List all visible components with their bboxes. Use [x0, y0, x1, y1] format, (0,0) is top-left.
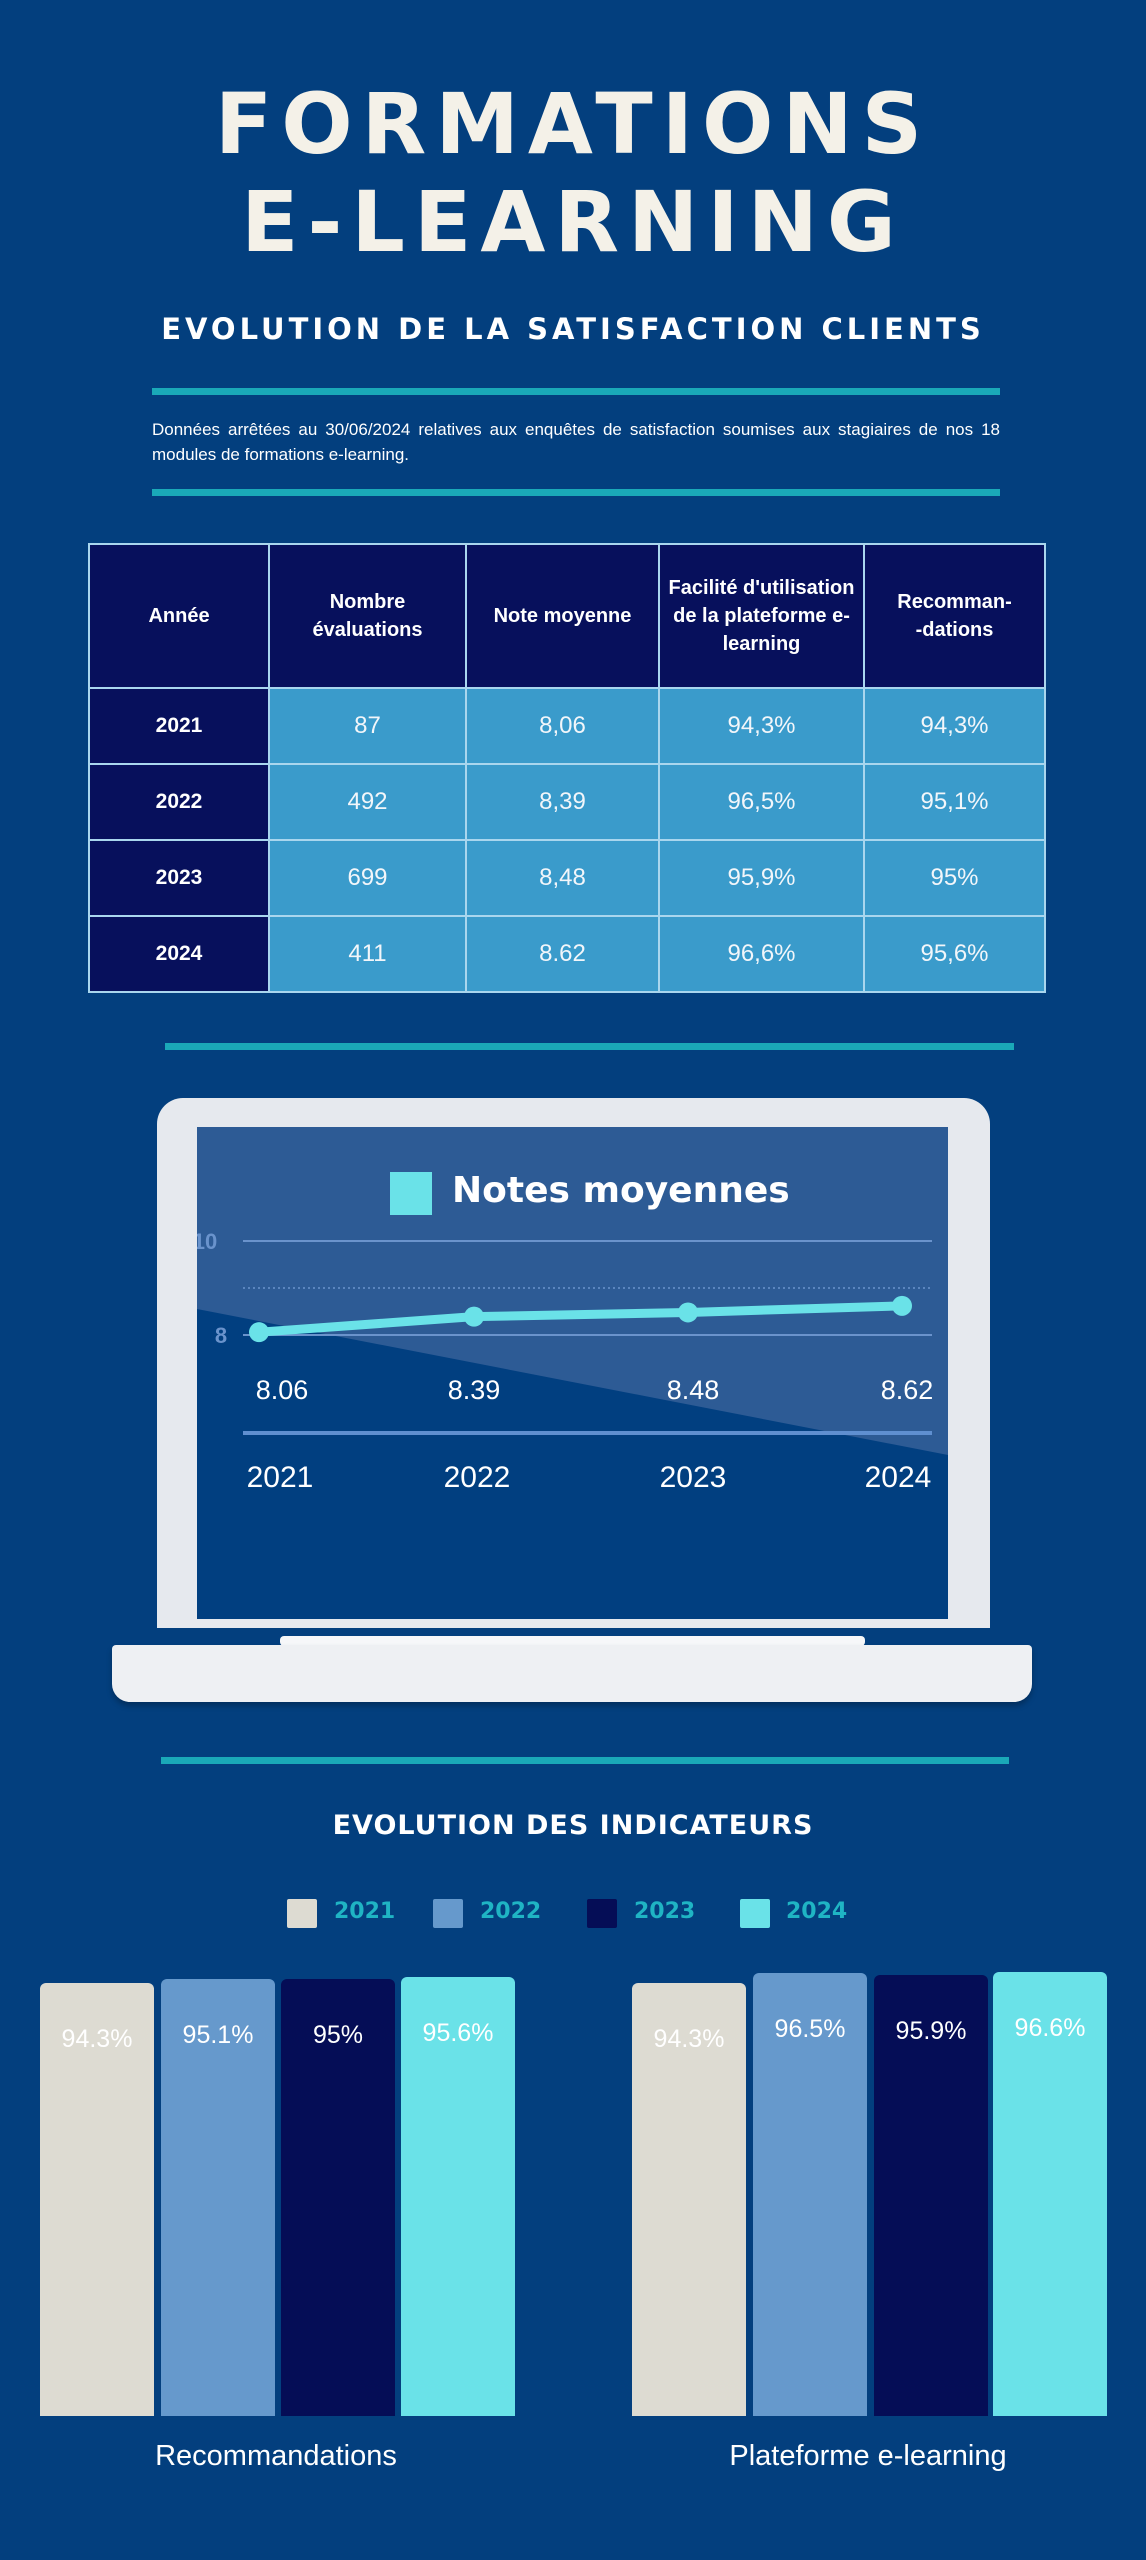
x-axis-line	[243, 1431, 932, 1435]
table-row: 2022 492 8,39 96,5% 95,1%	[88, 763, 1046, 841]
table-cell: 8,06	[465, 687, 660, 765]
laptop-hinge	[280, 1636, 865, 1646]
table-cell: 492	[268, 763, 467, 841]
table-cell: 8,48	[465, 839, 660, 917]
header-note: Note moyenne	[465, 543, 660, 689]
title-line-2: E-LEARNING	[241, 173, 905, 271]
x-tick-label: 2022	[444, 1461, 511, 1494]
line-chart: Notes moyennes 10 8 8.06 2021 8.39 2022 8.48 202…	[197, 1127, 948, 1494]
value-label: 8.62	[881, 1375, 934, 1405]
bar-0-1: 95.1%	[161, 1979, 275, 2416]
legend-swatch-2023	[587, 1899, 617, 1928]
x-tick-label: 2024	[865, 1461, 932, 1494]
bar-value-label: 95.9%	[895, 2017, 967, 2046]
group-label: Recommandations	[155, 2440, 397, 2472]
table-cell: 95%	[863, 839, 1046, 917]
table-cell: 8.62	[465, 915, 660, 993]
bar-0-0: 94.3%	[40, 1982, 154, 2416]
table-cell: 94,3%	[658, 687, 865, 765]
header-recommandations: Recomman- -dations	[863, 543, 1046, 689]
bar-1-3: 96.6%	[993, 1972, 1107, 2416]
divider	[165, 1043, 1014, 1050]
bar-1-1: 96.5%	[753, 1972, 867, 2416]
legend-swatch-2022	[433, 1899, 463, 1928]
bar-1-2: 95.9%	[874, 1975, 988, 2416]
line-chart-title: Notes moyennes	[452, 1170, 790, 1211]
value-label: 8.06	[256, 1375, 309, 1405]
satisfaction-table: Année Nombre évaluations Note moyenne Fa…	[88, 543, 1046, 993]
legend-label: 2024	[786, 1899, 848, 1924]
table-cell: 87	[268, 687, 467, 765]
table-cell: 2022	[88, 763, 270, 841]
bar-value-label: 95.6%	[422, 2018, 494, 2047]
bar-0-3: 95.6%	[401, 1976, 515, 2416]
bar-value-label: 94.3%	[653, 2024, 725, 2053]
legend-swatch-2021	[287, 1899, 317, 1928]
series-line	[258, 1301, 903, 1337]
legend-label: 2021	[334, 1899, 396, 1924]
screen-highlight	[197, 1127, 948, 1455]
data-point	[892, 1295, 912, 1316]
legend-label: 2022	[480, 1899, 542, 1924]
subtitle: EVOLUTION DE LA SATISFACTION CLIENTS	[161, 312, 985, 346]
table-cell: 699	[268, 839, 467, 917]
legend-label: 2023	[634, 1899, 696, 1924]
table-cell: 95,1%	[863, 763, 1046, 841]
group-label: Plateforme e-learning	[729, 2440, 1007, 2472]
bar-value-label: 94.3%	[61, 2024, 133, 2053]
table-cell: 95,6%	[863, 915, 1046, 993]
value-label: 8.39	[448, 1375, 501, 1405]
table-cell: 94,3%	[863, 687, 1046, 765]
x-tick-label: 2021	[247, 1461, 314, 1494]
table-cell: 411	[268, 915, 467, 993]
laptop-keyboard-base	[112, 1645, 1032, 1702]
bar-value-label: 96.6%	[1014, 2014, 1086, 2043]
bar-value-label: 96.5%	[774, 2014, 846, 2043]
table-row: 2021 87 8,06 94,3% 94,3%	[88, 687, 1046, 765]
y-tick-label: 8	[215, 1323, 227, 1348]
header-annee: Année	[88, 543, 270, 689]
table-cell: 2021	[88, 687, 270, 765]
table-row: 2024 411 8.62 96,6% 95,6%	[88, 915, 1046, 993]
table-cell: 2023	[88, 839, 270, 917]
data-point	[249, 1322, 269, 1343]
header-facilite: Facilité d'utilisation de la plateforme …	[658, 543, 865, 689]
table-cell: 96,6%	[658, 915, 865, 993]
data-point	[678, 1302, 698, 1323]
divider	[161, 1757, 1009, 1764]
bar-1-0: 94.3%	[632, 1982, 746, 2416]
divider	[152, 489, 1000, 496]
legend-swatch	[390, 1172, 432, 1215]
bar-chart-title: EVOLUTION DES INDICATEURS	[332, 1810, 814, 1841]
description: Données arrêtées au 30/06/2024 relatives…	[152, 420, 1000, 464]
bar-value-label: 95%	[312, 2021, 364, 2050]
legend-swatch-2024	[740, 1899, 770, 1928]
value-label: 8.48	[667, 1375, 720, 1405]
bar-0-2: 95%	[281, 1979, 395, 2416]
data-point	[464, 1306, 484, 1327]
table-cell: 8,39	[465, 763, 660, 841]
table-row: 2023 699 8,48 95,9% 95%	[88, 839, 1046, 917]
table-cell: 95,9%	[658, 839, 865, 917]
y-tick-label: 10	[197, 1229, 217, 1254]
laptop-screen: Notes moyennes 10 8 8.06 2021 8.39 2022 8.48 202…	[197, 1127, 948, 1619]
x-tick-label: 2023	[660, 1461, 727, 1494]
bar-value-label: 95.1%	[182, 2021, 254, 2049]
header-nombre: Nombre évaluations	[268, 543, 467, 689]
table-header-row: Année Nombre évaluations Note moyenne Fa…	[88, 543, 1046, 689]
divider	[152, 388, 1000, 395]
title-line-1: FORMATIONS	[214, 75, 932, 173]
table-cell: 96,5%	[658, 763, 865, 841]
table-cell: 2024	[88, 915, 270, 993]
